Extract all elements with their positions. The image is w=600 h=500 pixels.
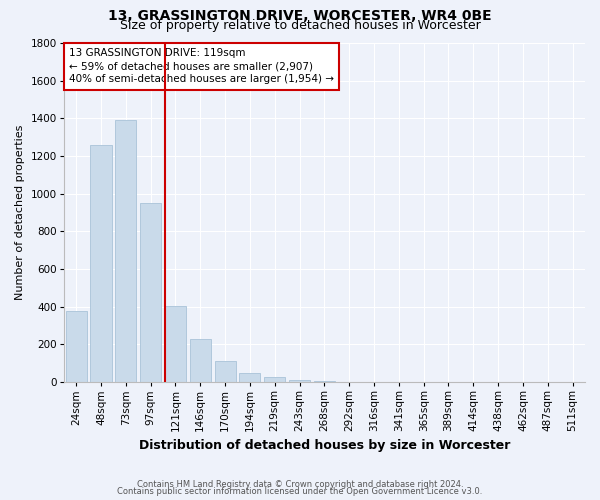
Bar: [289, 380, 310, 382]
Text: Size of property relative to detached houses in Worcester: Size of property relative to detached ho…: [119, 18, 481, 32]
Text: Contains HM Land Registry data © Crown copyright and database right 2024.: Contains HM Land Registry data © Crown c…: [137, 480, 463, 489]
Bar: [239, 372, 260, 382]
Y-axis label: Number of detached properties: Number of detached properties: [15, 125, 25, 300]
Text: 13 GRASSINGTON DRIVE: 119sqm
← 59% of detached houses are smaller (2,907)
40% of: 13 GRASSINGTON DRIVE: 119sqm ← 59% of de…: [69, 48, 334, 84]
Text: 13, GRASSINGTON DRIVE, WORCESTER, WR4 0BE: 13, GRASSINGTON DRIVE, WORCESTER, WR4 0B…: [108, 9, 492, 23]
Text: Contains public sector information licensed under the Open Government Licence v3: Contains public sector information licen…: [118, 488, 482, 496]
X-axis label: Distribution of detached houses by size in Worcester: Distribution of detached houses by size …: [139, 440, 510, 452]
Bar: [91, 144, 112, 382]
Bar: [115, 120, 136, 382]
Bar: [314, 381, 335, 382]
Bar: [264, 378, 285, 382]
Bar: [215, 362, 236, 382]
Bar: [190, 339, 211, 382]
Bar: [65, 312, 87, 382]
Bar: [165, 306, 186, 382]
Bar: [140, 203, 161, 382]
